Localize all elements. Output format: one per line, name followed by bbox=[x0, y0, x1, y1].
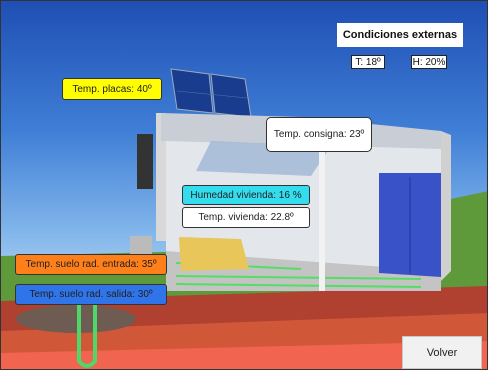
panels-temperature-label: Temp. placas: 40º bbox=[62, 78, 162, 100]
floor-inlet-temperature-label: Temp. suelo rad. entrada: 35º bbox=[15, 254, 167, 275]
front-column bbox=[319, 151, 325, 291]
house-right-wall bbox=[441, 131, 451, 281]
geothermal-loop bbox=[77, 301, 97, 368]
rock-layer bbox=[16, 305, 136, 333]
heat-pump-unit bbox=[137, 134, 153, 189]
solar-panel-1 bbox=[170, 68, 214, 114]
house-left-wall bbox=[156, 113, 166, 241]
sofa bbox=[179, 237, 249, 271]
external-temperature-badge: T: 18º bbox=[351, 55, 385, 69]
external-conditions-title: Condiciones externas bbox=[337, 23, 463, 47]
external-humidity-badge: H: 20% bbox=[411, 55, 447, 69]
back-button[interactable]: Volver bbox=[402, 336, 482, 369]
floor-heating-pipes bbox=[175, 275, 422, 280]
floor-outlet-temperature-label: Temp. suelo rad. salida: 30º bbox=[15, 284, 167, 305]
solar-panel-2 bbox=[210, 73, 252, 118]
setpoint-temperature-label: Temp. consigna: 23º bbox=[266, 117, 372, 152]
home-temperature-label: Temp. vivienda: 22.8º bbox=[182, 207, 310, 228]
home-humidity-label: Humedad vivienda: 16 % bbox=[182, 185, 310, 205]
